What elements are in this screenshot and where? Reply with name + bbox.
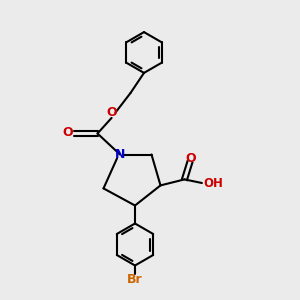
- Text: O: O: [186, 152, 196, 165]
- Text: N: N: [115, 148, 125, 161]
- Text: Br: Br: [127, 273, 143, 286]
- Text: O: O: [62, 125, 73, 139]
- Text: OH: OH: [203, 177, 223, 190]
- Text: O: O: [106, 106, 117, 119]
